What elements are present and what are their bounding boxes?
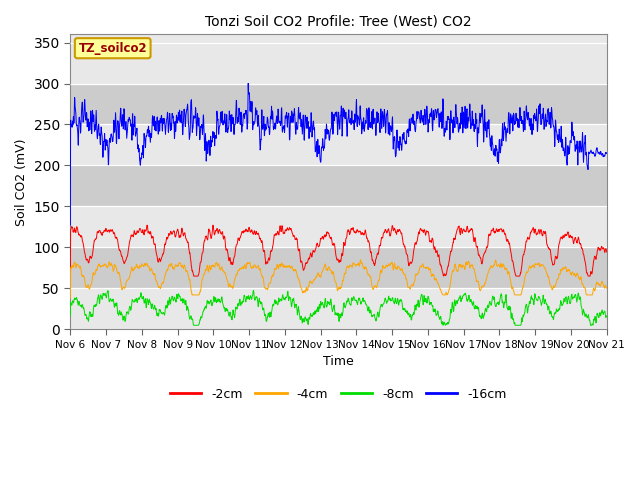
Bar [70,247,607,288]
Bar [70,124,607,166]
Title: Tonzi Soil CO2 Profile: Tree (West) CO2: Tonzi Soil CO2 Profile: Tree (West) CO2 [205,15,472,29]
Bar [70,288,607,329]
Text: TZ_soilco2: TZ_soilco2 [78,42,147,55]
Y-axis label: Soil CO2 (mV): Soil CO2 (mV) [15,138,28,226]
Bar [70,166,607,206]
Bar [70,206,607,247]
Legend: -2cm, -4cm, -8cm, -16cm: -2cm, -4cm, -8cm, -16cm [165,383,512,406]
Bar [70,84,607,124]
X-axis label: Time: Time [323,355,354,368]
Bar [70,43,607,84]
